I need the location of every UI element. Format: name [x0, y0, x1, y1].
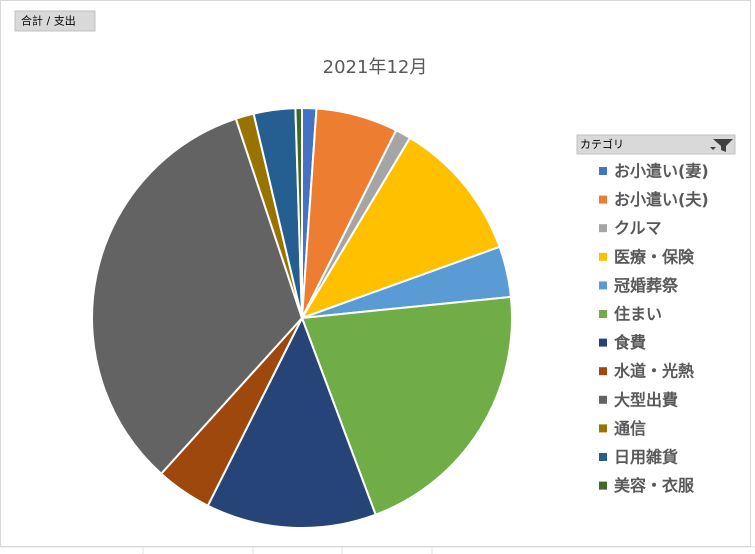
pie-slice: [206, 315, 377, 529]
legend-swatch: [599, 195, 607, 204]
legend-swatch: [599, 481, 607, 490]
value-field-label: 合計 / 支出: [21, 14, 76, 28]
legend-label: お小遣い(夫): [614, 190, 709, 209]
legend-label: 冠婚葬祭: [614, 276, 679, 295]
legend-label: 日用雑貨: [614, 448, 678, 467]
pie-slice: [294, 106, 303, 319]
legend-label: 大型出費: [614, 390, 678, 409]
chart-title: 2021年12月: [323, 57, 428, 78]
pie-slice: [91, 117, 304, 476]
legend-swatch: [599, 281, 607, 290]
legend-swatch: [599, 338, 607, 347]
pie-slice: [299, 136, 501, 320]
legend-label: 通信: [614, 419, 646, 438]
legend-label: クルマ: [614, 219, 662, 238]
legend-swatch: [599, 252, 607, 261]
legend-label: 住まい: [614, 305, 662, 324]
legend-field-button[interactable]: [576, 134, 736, 155]
legend-swatch: [599, 424, 607, 433]
legend-label: 食費: [613, 333, 646, 352]
pie-slice: [300, 295, 513, 516]
legend-swatch: [599, 224, 607, 233]
legend-label: 水道・光熱: [614, 362, 694, 381]
legend-label: 美容・衣服: [614, 476, 695, 495]
value-field-button[interactable]: [14, 10, 96, 32]
legend-swatch: [599, 310, 607, 318]
legend-swatch: [599, 167, 607, 175]
legend-field-label: カテゴリ: [580, 137, 624, 151]
legend-swatch: [599, 367, 607, 376]
legend-label: お小遣い(妻): [614, 162, 709, 181]
legend-label: 医療・保険: [614, 247, 695, 266]
legend-swatch: [599, 453, 607, 461]
legend-swatch: [599, 395, 607, 404]
filter-icon[interactable]: [710, 139, 733, 152]
